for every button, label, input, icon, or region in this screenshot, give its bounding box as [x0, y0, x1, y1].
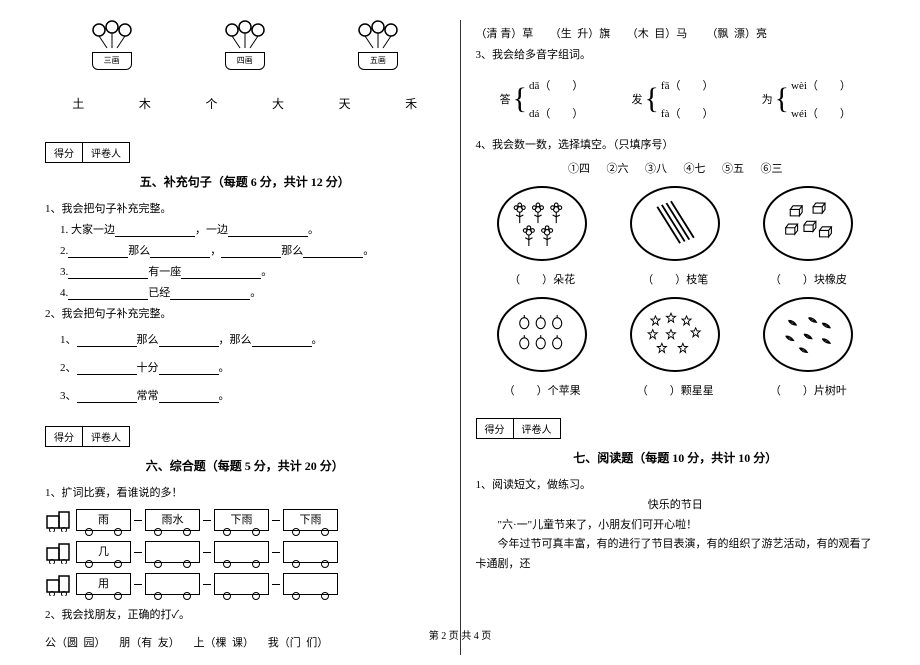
score-box-6: 得分 评卷人 [45, 426, 130, 447]
section-5-title: 五、补充句子（每题 6 分，共计 12 分） [45, 173, 445, 190]
circle-labels-2: （ ）个苹果（ ）颗星星（ ）片树叶 [476, 382, 876, 398]
section-6-title: 六、综合题（每题 5 分，共计 20 分） [45, 457, 445, 474]
circle-labels-1: （ ）朵花（ ）枝笔（ ）块橡皮 [476, 271, 876, 287]
circle-pencils [630, 186, 720, 261]
flowerpot-3: 五画 [348, 20, 408, 70]
q3: 3、我会给多音字组词。 [476, 46, 876, 62]
pinyin-group: 答{dā（ ）dá（ ） 发{fā（ ）fà（ ） 为{wèi（ ）wéi（ ） [476, 77, 876, 121]
q6-2: 2、我会找朋友，正确的打✓。 [45, 606, 445, 622]
right-top-line: （清 青）草 （生 升）旗 （木 目）马 （飘 漂）亮 [476, 25, 876, 41]
q4-options: ①四 ②六 ③八 ④七 ⑤五 ⑥三 [476, 160, 876, 176]
circle-flowers [497, 186, 587, 261]
q5-1: 1、我会把句子补充完整。 [45, 200, 445, 216]
page-footer: 第 2 页 共 4 页 [0, 627, 920, 642]
circle-stars [630, 297, 720, 372]
q4: 4、我会数一数，选择填空。（只填序号） [476, 136, 876, 152]
pot-label-3: 五画 [358, 52, 398, 70]
pot-label-2: 四画 [225, 52, 265, 70]
section-7-title: 七、阅读题（每题 10 分，共计 10 分） [476, 449, 876, 466]
q5-2: 2、我会把句子补充完整。 [45, 305, 445, 321]
circle-erasers [763, 186, 853, 261]
flowerpot-1: 三画 [82, 20, 142, 70]
pot-label-1: 三画 [92, 52, 132, 70]
score-box-5: 得分 评卷人 [45, 142, 130, 163]
score-box-7: 得分 评卷人 [476, 418, 561, 439]
q6-1: 1、扩词比赛，看谁说的多！ [45, 484, 445, 500]
circle-apples [497, 297, 587, 372]
character-row: 土 木 个 大 天 禾 [45, 95, 445, 112]
reading-passage: 1、阅读短文，做练习。 快乐的节日 "六·一"儿童节来了，小朋友们可开心啦！ 今… [476, 476, 876, 575]
flowerpot-2: 四画 [215, 20, 275, 70]
circle-leaves [763, 297, 853, 372]
